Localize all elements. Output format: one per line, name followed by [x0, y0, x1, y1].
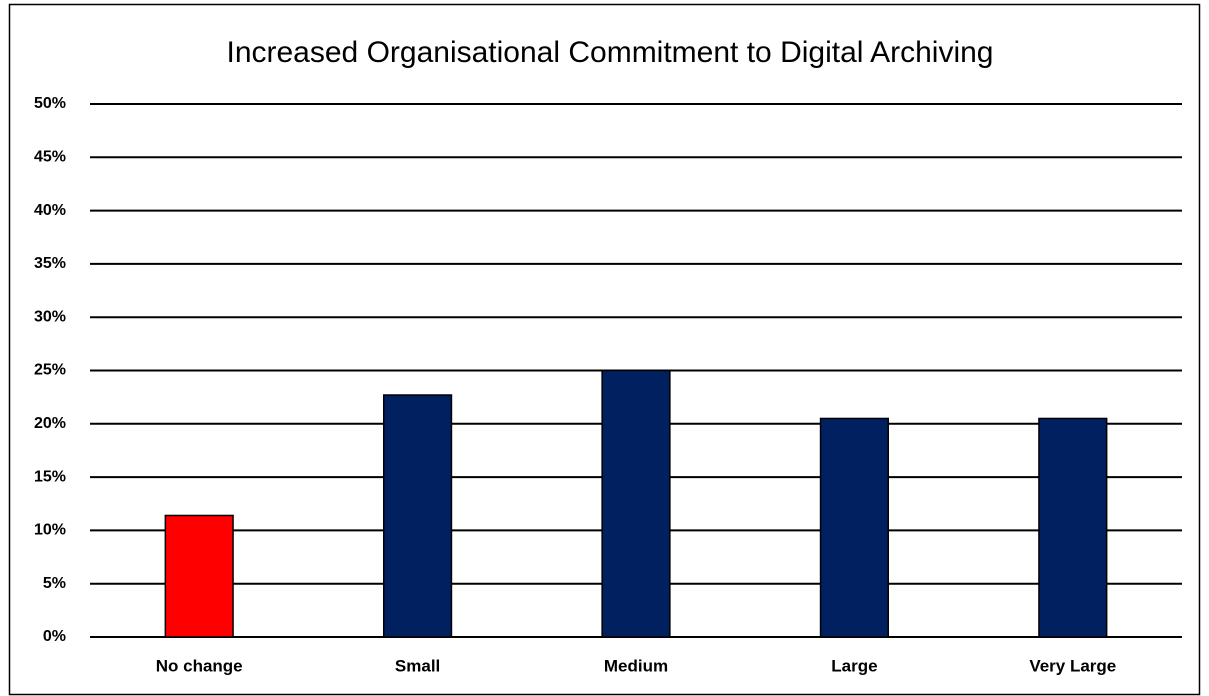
y-tick-label: 50%	[34, 95, 66, 112]
y-tick-label: 30%	[34, 308, 66, 325]
y-tick-label: 0%	[43, 628, 66, 645]
y-tick-label: 25%	[34, 362, 66, 379]
y-tick-label: 5%	[43, 575, 66, 592]
bar	[819, 417, 890, 638]
x-tick-label: Small	[395, 656, 440, 675]
chart-title: Increased Organisational Commitment to D…	[226, 36, 993, 69]
bar	[601, 369, 671, 638]
y-tick-label: 15%	[34, 468, 66, 485]
y-tick-label: 40%	[34, 202, 66, 219]
x-tick-label: Large	[831, 656, 877, 675]
y-tick-label: 10%	[34, 522, 66, 539]
bar	[164, 514, 234, 638]
x-tick-label: Very Large	[1029, 656, 1116, 675]
y-tick-label: 45%	[34, 149, 66, 166]
y-tick-label: 35%	[34, 255, 66, 272]
x-tick-label: No change	[156, 656, 243, 675]
bar	[1038, 417, 1108, 638]
y-tick-label: 20%	[34, 415, 66, 432]
x-tick-label: Medium	[604, 656, 668, 675]
bar	[382, 394, 453, 638]
